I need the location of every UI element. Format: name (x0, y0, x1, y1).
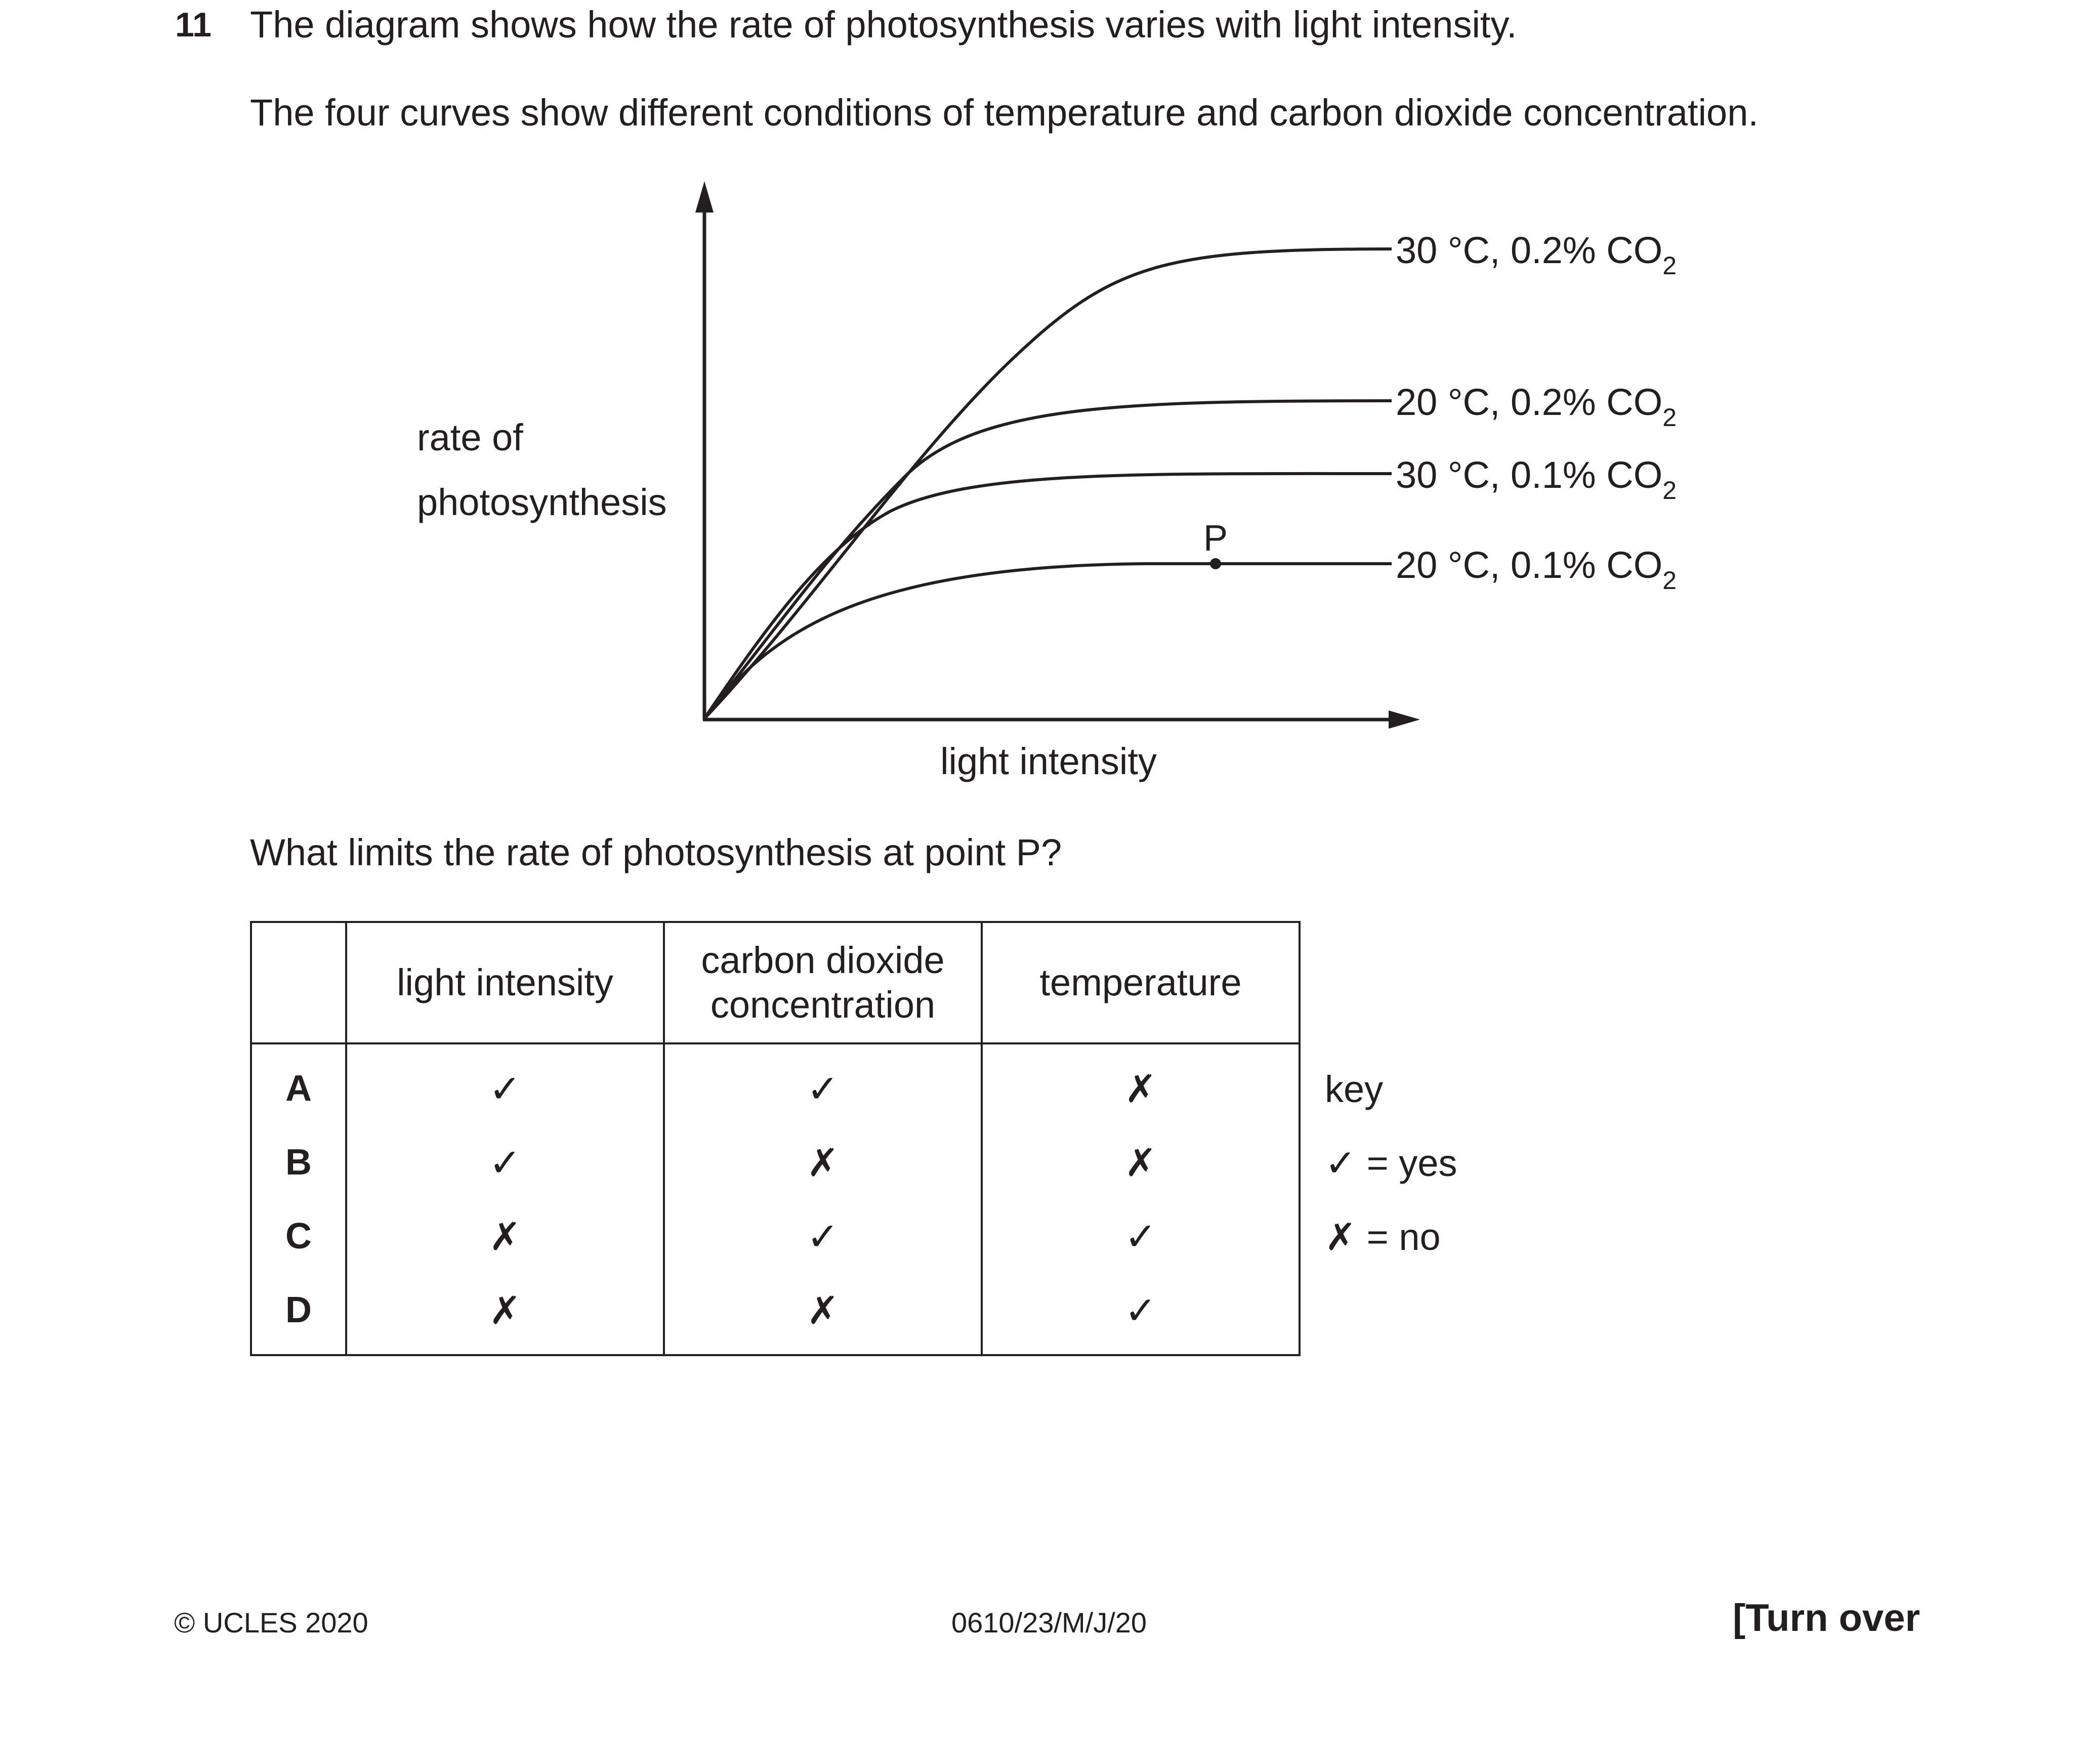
mark-co2: ✓ (663, 1199, 983, 1273)
y-axis-label-line1: rate of (417, 416, 523, 458)
table-header-temperature: temperature (981, 921, 1301, 1044)
footer-paper-code: 0610/23/M/J/20 (951, 1607, 1147, 1639)
mark-light-intensity: ✓ (345, 1043, 665, 1125)
table-header-co2-concentration: carbon dioxide concentration (663, 921, 983, 1044)
table-row: A ✓ ✓ ✗ (250, 1043, 1301, 1125)
mark-temperature: ✗ (981, 1043, 1301, 1125)
mark-co2: ✗ (663, 1273, 983, 1355)
curve-label-20c-0.1co2: 20 °C, 0.1% CO2 (1396, 544, 1677, 595)
table-row: D ✗ ✗ ✓ (250, 1273, 1301, 1355)
mark-light-intensity: ✓ (345, 1125, 665, 1199)
mark-temperature: ✓ (981, 1199, 1301, 1273)
question-number: 11 (175, 6, 212, 44)
question-conditions-text: The four curves show different condition… (250, 92, 1759, 134)
y-axis-arrowhead (695, 181, 714, 213)
mark-co2: ✓ (663, 1043, 983, 1125)
curve-20c-0.1co2 (703, 562, 1392, 720)
y-axis-label-line2: photosynthesis (417, 481, 667, 523)
key-yes: ✓ = yes (1325, 1142, 1457, 1184)
mark-co2: ✗ (663, 1125, 983, 1199)
mark-temperature: ✓ (981, 1273, 1301, 1355)
table-header-light-intensity: light intensity (345, 921, 665, 1044)
header-co2-line2: concentration (710, 984, 936, 1026)
footer-copyright: © UCLES 2020 (174, 1607, 368, 1639)
table-row: B ✓ ✗ ✗ (250, 1125, 1301, 1199)
option-letter: D (250, 1273, 347, 1355)
key-no: ✗ = no (1325, 1216, 1441, 1258)
photosynthesis-graph: P 30 °C, 0.2% CO2 20 °C, 0.2% CO2 30 °C,… (417, 181, 1677, 782)
x-axis-label: light intensity (940, 740, 1157, 782)
mark-temperature: ✗ (981, 1125, 1301, 1199)
point-p-label: P (1203, 518, 1228, 559)
curve-30c-0.1co2 (703, 472, 1392, 720)
curve-20c-0.2co2 (703, 399, 1392, 720)
table-row: C ✗ ✓ ✓ (250, 1199, 1301, 1273)
curve-label-20c-0.2co2: 20 °C, 0.2% CO2 (1396, 381, 1677, 432)
option-letter: A (250, 1043, 347, 1125)
curve-30c-0.2co2 (703, 247, 1392, 720)
curve-label-30c-0.1co2: 30 °C, 0.1% CO2 (1396, 454, 1677, 505)
option-letter: B (250, 1125, 347, 1199)
x-axis-arrowhead (1389, 710, 1420, 729)
mark-light-intensity: ✗ (345, 1273, 665, 1355)
header-co2-line1: carbon dioxide (701, 939, 945, 981)
curve-label-30c-0.2co2: 30 °C, 0.2% CO2 (1396, 229, 1677, 280)
mark-light-intensity: ✗ (345, 1199, 665, 1273)
answer-table: light intensity carbon dioxide concentrat… (250, 921, 1301, 1356)
key-title: key (1325, 1068, 1384, 1110)
table-header-blank (250, 921, 347, 1044)
table-header-row: light intensity carbon dioxide concentrat… (250, 921, 1301, 1044)
option-letter: C (250, 1199, 347, 1273)
point-p (1210, 558, 1221, 569)
question-intro: The diagram shows how the rate of photos… (250, 4, 1517, 46)
turn-over-label: [Turn over (1733, 1597, 1920, 1640)
question-prompt: What limits the rate of photosynthesis a… (250, 831, 1062, 873)
